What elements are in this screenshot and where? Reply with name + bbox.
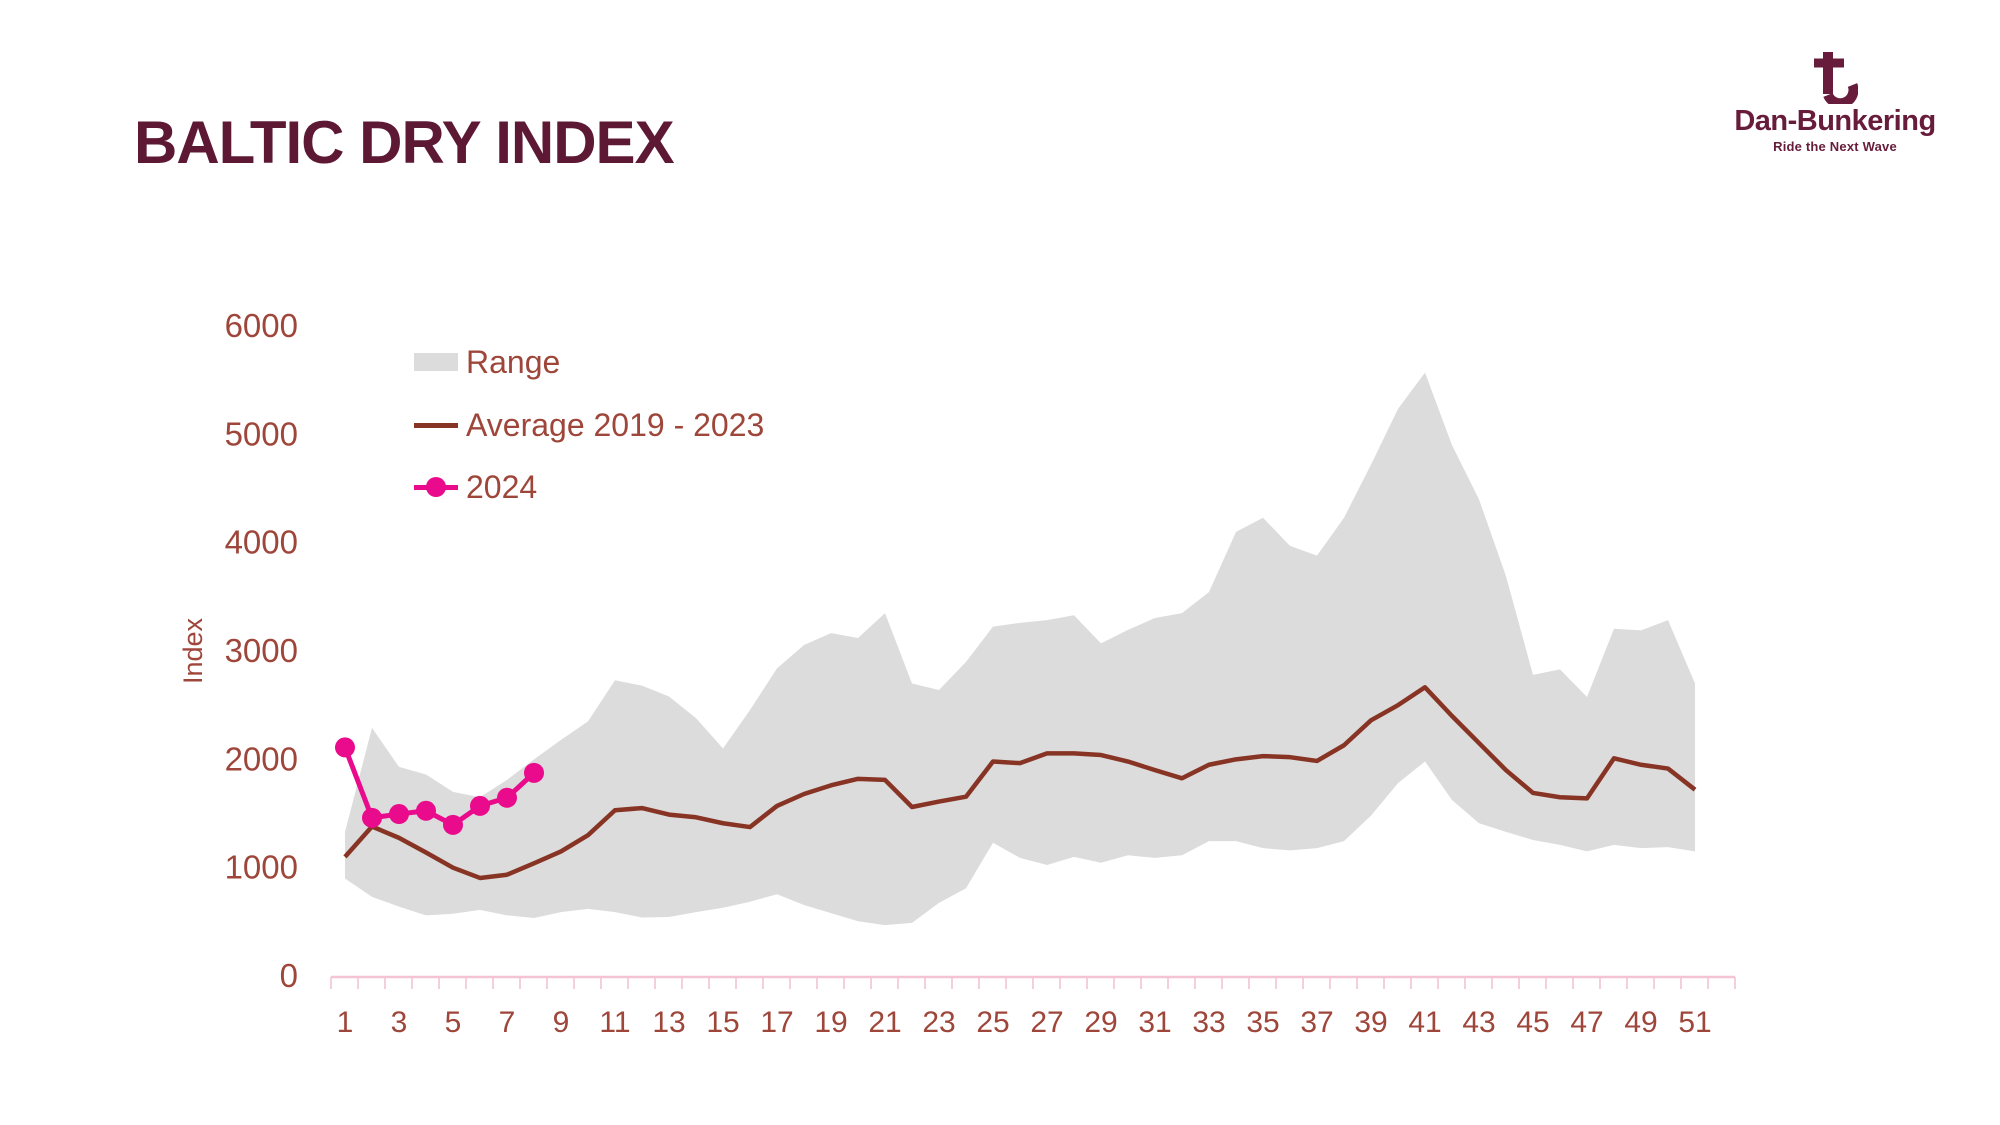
- range-band: [345, 372, 1695, 926]
- y-axis-tick-label: 6000: [225, 307, 298, 344]
- y-axis-tick-label: 3000: [225, 632, 298, 669]
- x-axis-tick-label: 11: [599, 1006, 630, 1039]
- series-2024-point: [416, 800, 436, 821]
- legend-label: 2024: [466, 468, 538, 505]
- logo-name: Dan-Bunkering: [1734, 105, 1936, 137]
- y-axis-tick-label: 4000: [225, 524, 298, 561]
- x-axis-tick-label: 43: [1462, 1006, 1495, 1039]
- range-swatch: [414, 353, 458, 371]
- series-2024-point: [470, 795, 490, 816]
- series-2024-point: [362, 807, 382, 828]
- x-axis-tick-label: 23: [922, 1006, 955, 1039]
- series-2024-point: [524, 762, 544, 783]
- x-axis-tick-label: 35: [1246, 1006, 1279, 1039]
- logo-tagline: Ride the Next Wave: [1773, 139, 1897, 154]
- legend-label: Average 2019 - 2023: [466, 406, 765, 443]
- x-axis-tick-label: 13: [652, 1006, 685, 1039]
- x-axis-tick-label: 27: [1030, 1006, 1063, 1039]
- average-line-swatch: [414, 422, 458, 428]
- legend-item-2024: 2024: [414, 469, 537, 505]
- y-axis-tick-label: 1000: [225, 849, 298, 886]
- x-axis-tick-label: 5: [445, 1006, 462, 1039]
- average-line: [343, 685, 1697, 881]
- y-axis-tick-label: 0: [280, 957, 298, 994]
- x-axis-tick-label: 51: [1678, 1006, 1711, 1039]
- series-2024-point: [335, 737, 355, 758]
- series-2024-swatch: [414, 477, 458, 497]
- legend-label: Range: [466, 343, 561, 380]
- x-axis-tick-label: 41: [1408, 1006, 1441, 1039]
- x-axis-tick-label: 1: [337, 1006, 354, 1039]
- x-axis-tick-label: 7: [499, 1006, 516, 1039]
- x-axis-tick-label: 25: [976, 1006, 1009, 1039]
- x-axis-tick-label: 45: [1516, 1006, 1549, 1039]
- y-axis-tick-label: 2000: [225, 740, 298, 777]
- anchor-b-icon: [1814, 52, 1858, 104]
- legend-item-average: Average 2019 - 2023: [414, 407, 764, 443]
- series-2024-point: [443, 814, 463, 835]
- y-axis-tick-label: 5000: [225, 415, 298, 452]
- x-axis-tick-label: 17: [760, 1006, 793, 1039]
- x-axis-tick-label: 49: [1624, 1006, 1657, 1039]
- x-axis-tick-label: 37: [1300, 1006, 1333, 1039]
- x-axis-tick-label: 15: [706, 1006, 739, 1039]
- x-axis-tick-label: 9: [553, 1006, 570, 1039]
- x-axis-tick-label: 21: [868, 1006, 901, 1039]
- y-axis-title: Index: [178, 617, 208, 684]
- legend-item-range: Range: [414, 344, 560, 380]
- x-axis-tick-label: 29: [1084, 1006, 1117, 1039]
- x-axis-tick-label: 3: [391, 1006, 408, 1039]
- x-axis-tick-label: 47: [1570, 1006, 1603, 1039]
- page-title: BALTIC DRY INDEX: [134, 109, 675, 176]
- logo: Dan-Bunkering Ride the Next Wave: [1720, 50, 1950, 154]
- x-axis-tick-label: 19: [814, 1006, 847, 1039]
- x-axis-tick-label: 39: [1354, 1006, 1387, 1039]
- series-2024-point: [497, 787, 517, 808]
- x-axis-tick-label: 31: [1138, 1006, 1171, 1039]
- series-2024-point: [389, 804, 409, 825]
- x-axis-tick-label: 33: [1192, 1006, 1225, 1039]
